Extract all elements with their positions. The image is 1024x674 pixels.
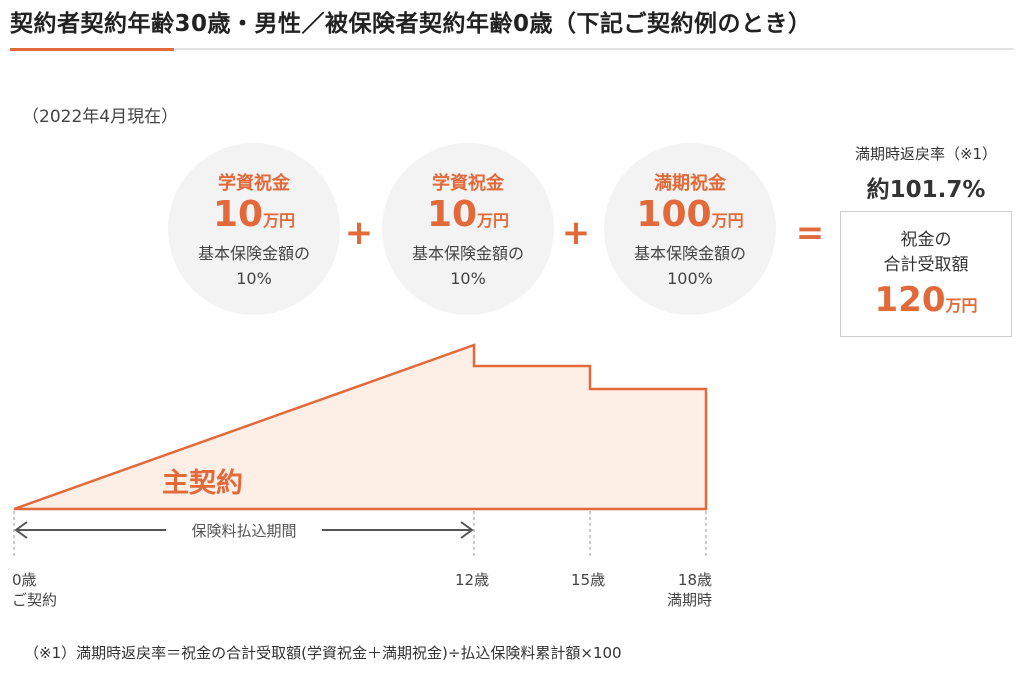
contract-diagram: 主契約 保険料払込期間 bbox=[13, 343, 708, 558]
benefit-amount: 10万円 bbox=[426, 194, 510, 235]
title-underline bbox=[10, 48, 1014, 50]
payment-period-label: 保険料払込期間 bbox=[191, 522, 296, 540]
main-contract-area bbox=[13, 343, 708, 511]
benefit-name: 学資祝金 bbox=[218, 173, 290, 194]
page-title: 契約者契約年齢30歳・男性／被保険者契約年齢0歳（下記ご契約例のとき） bbox=[10, 11, 812, 37]
benefit-percent: 100% bbox=[667, 269, 713, 288]
payment-period-arrow: 保険料払込期間 bbox=[14, 521, 474, 540]
total-amount-box: 祝金の 合計受取額 120万円 bbox=[840, 211, 1012, 337]
as-of-date: （2022年4月現在） bbox=[22, 107, 179, 127]
total-amount: 120万円 bbox=[874, 280, 978, 320]
age-label-12: 12歳 bbox=[455, 571, 490, 589]
benefit-desc: 基本保険金額の bbox=[411, 244, 524, 263]
benefit-percent: 10% bbox=[450, 269, 486, 288]
benefit-name: 満期祝金 bbox=[654, 173, 726, 194]
benefit-amount: 10万円 bbox=[212, 194, 296, 235]
total-label-line1: 祝金の bbox=[900, 230, 952, 250]
benefit-amount: 100万円 bbox=[636, 194, 744, 235]
footnote: （※1）満期時返戻率＝祝金の合計受取額(学資祝金＋満期祝金)÷払込保険料累計額×… bbox=[24, 644, 622, 662]
benefit-name: 学資祝金 bbox=[432, 173, 504, 194]
main-contract-label: 主契約 bbox=[162, 467, 243, 499]
benefit-percent: 10% bbox=[236, 269, 272, 288]
title-underline-accent bbox=[10, 48, 174, 51]
benefit-desc: 基本保険金額の bbox=[633, 244, 746, 263]
equals-sign: = bbox=[795, 213, 825, 253]
plus-sign: + bbox=[561, 213, 591, 253]
age-label-18: 18歳 満期時 bbox=[666, 571, 712, 609]
benefit-desc: 基本保険金額の bbox=[197, 244, 310, 263]
benefit-circle-maturity: 満期祝金 100万円 基本保険金額の 100% bbox=[604, 143, 776, 315]
age-label-0: 0歳 ご契約 bbox=[12, 571, 58, 609]
plus-sign: + bbox=[344, 213, 374, 253]
total-label-line2: 合計受取額 bbox=[883, 255, 969, 275]
benefit-circle-education-1: 学資祝金 10万円 基本保険金額の 10% bbox=[168, 143, 340, 315]
age-label-15: 15歳 bbox=[571, 571, 606, 589]
benefit-circle-education-2: 学資祝金 10万円 基本保険金額の 10% bbox=[382, 143, 554, 315]
return-rate-value: 約101.7% bbox=[866, 177, 986, 203]
return-rate-label: 満期時返戻率（※1） bbox=[854, 145, 998, 163]
